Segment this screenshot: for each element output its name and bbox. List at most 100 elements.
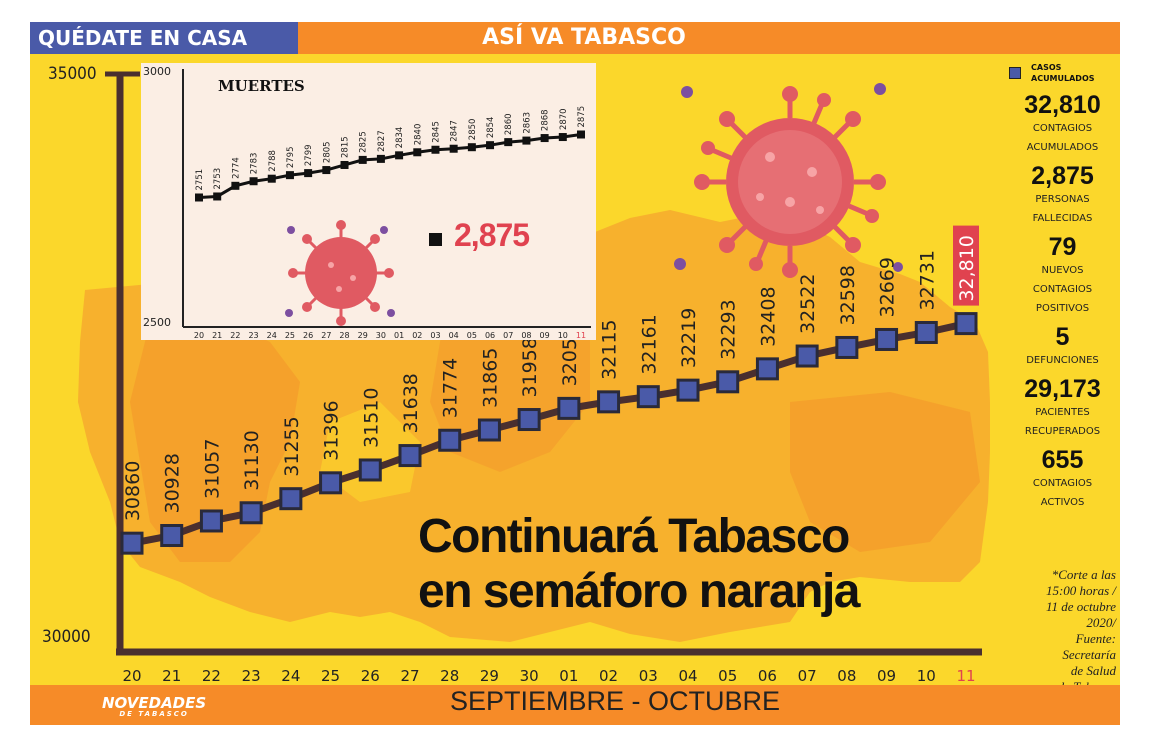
inset-data-point xyxy=(558,133,567,142)
inset-data-label: 2868 xyxy=(541,109,551,131)
inset-x-tick-label: 11 xyxy=(576,331,586,340)
inset-data-label: 2834 xyxy=(395,127,405,149)
data-label: 32057 xyxy=(559,326,581,386)
inset-data-label: 2774 xyxy=(231,157,241,179)
inset-data-label: 2825 xyxy=(359,131,369,153)
inset-x-tick-label: 08 xyxy=(521,331,531,340)
inset-data-point xyxy=(522,136,531,145)
x-tick-label: 06 xyxy=(758,667,777,685)
data-label: 32669 xyxy=(877,257,899,317)
inset-data-point xyxy=(231,181,240,190)
x-tick-label: 26 xyxy=(361,667,380,685)
inset-x-tick-label: 24 xyxy=(267,331,277,340)
brand-sub: DE TABASCO xyxy=(119,710,189,718)
inset-data-point xyxy=(540,134,549,143)
inset-data-point xyxy=(358,155,367,164)
stat-item: 655 CONTAGIOS ACTIVOS xyxy=(1005,447,1120,512)
inset-x-tick-label: 22 xyxy=(230,331,240,340)
headline-line-2: en semáforo naranja xyxy=(418,565,861,618)
inset-data-label: 2805 xyxy=(322,141,332,163)
inset-x-tick-label: 25 xyxy=(285,331,295,340)
inset-data-point xyxy=(285,171,294,180)
data-point xyxy=(160,524,184,548)
x-tick-label: 04 xyxy=(678,667,697,685)
virus-icon xyxy=(694,86,886,278)
inset-total: 2,875 xyxy=(454,217,530,253)
data-label: 31865 xyxy=(479,348,501,408)
inset-x-tick-label: 28 xyxy=(339,331,349,340)
data-label: 32293 xyxy=(718,299,740,359)
x-tick-label: 08 xyxy=(837,667,856,685)
stat-label: CONTAGIOS ACUMULADOS xyxy=(1026,123,1099,153)
inset-data-label: 2847 xyxy=(450,120,460,142)
x-tick-label: 11 xyxy=(956,667,975,685)
stat-label: NUEVOS CONTAGIOS POSITIVOS xyxy=(1032,265,1093,314)
x-tick-label: 03 xyxy=(639,667,658,685)
data-label: 31958 xyxy=(519,337,541,397)
x-tick-label: 20 xyxy=(122,667,141,685)
x-tick-label: 25 xyxy=(321,667,340,685)
data-point xyxy=(279,487,303,511)
inset-x-tick-label: 21 xyxy=(212,331,222,340)
deaths-inset: 2751 20 2753 21 2774 22 2783 23 2788 24 2795 25 2799… xyxy=(141,63,596,340)
inset-y-tick-max: 3000 xyxy=(143,65,171,78)
inset-data-point xyxy=(213,192,222,201)
infographic: QUÉDATE EN CASA ASÍ VA TABASCO 30860 20 30… xyxy=(30,22,1120,725)
inset-series-line xyxy=(198,133,582,199)
inset-data-point xyxy=(413,148,422,157)
stat-value: 655 xyxy=(1041,446,1084,474)
inset-small-virus-icon xyxy=(285,309,293,317)
series-line xyxy=(131,320,967,547)
inset-data-point xyxy=(486,141,495,150)
inset-data-label: 2795 xyxy=(286,146,296,168)
data-point xyxy=(199,509,223,533)
inset-x-tick-label: 30 xyxy=(376,331,386,340)
inset-data-point xyxy=(431,145,440,154)
inset-data-label: 2827 xyxy=(377,130,387,152)
source-note: *Corte a las 15:00 horas / 11 de octubre… xyxy=(1045,567,1116,694)
inset-x-tick-label: 26 xyxy=(303,331,313,340)
inset-virus-icon xyxy=(288,220,394,326)
x-tick-label: 24 xyxy=(281,667,300,685)
data-point xyxy=(597,390,621,414)
inset-data-label: 2870 xyxy=(559,108,569,130)
x-tick-label: 02 xyxy=(599,667,618,685)
stat-value: 79 xyxy=(1048,233,1077,261)
data-point xyxy=(319,471,343,495)
inset-x-tick-label: 02 xyxy=(412,331,422,340)
inset-data-label: 2753 xyxy=(213,168,223,190)
data-point xyxy=(914,320,938,344)
inset-x-tick-label: 07 xyxy=(503,331,513,340)
inset-data-label: 2788 xyxy=(268,150,278,172)
data-point xyxy=(875,327,899,351)
inset-small-virus-icon xyxy=(380,226,388,234)
x-tick-label: 09 xyxy=(877,667,896,685)
x-axis-label: SEPTIEMBRE - OCTUBRE xyxy=(450,686,781,716)
data-label: 31255 xyxy=(281,416,303,476)
inset-x-tick-label: 03 xyxy=(430,331,440,340)
data-point xyxy=(477,418,501,442)
stat-item: 29,173 PACIENTES RECUPERADOS xyxy=(1005,376,1120,441)
x-tick-label: 05 xyxy=(718,667,737,685)
stat-label: CONTAGIOS ACTIVOS xyxy=(1032,478,1093,508)
x-tick-label: 23 xyxy=(242,667,261,685)
data-point xyxy=(438,428,462,452)
inset-data-point xyxy=(449,144,458,153)
data-point xyxy=(636,385,660,409)
data-label: 30928 xyxy=(162,453,184,513)
data-point xyxy=(795,344,819,368)
inset-x-tick-label: 27 xyxy=(321,331,331,340)
inset-data-label: 2860 xyxy=(504,113,514,135)
deaths-chart: 2751 20 2753 21 2774 22 2783 23 2788 24 2795 25 2799… xyxy=(182,69,591,340)
header-right-title: ASÍ VA TABASCO xyxy=(298,22,1120,54)
inset-x-tick-label: 06 xyxy=(485,331,495,340)
y-tick-min: 30000 xyxy=(42,627,91,647)
x-tick-label: 21 xyxy=(162,667,181,685)
data-point xyxy=(755,357,779,381)
inset-x-tick-label: 10 xyxy=(558,331,568,340)
data-label: 32115 xyxy=(599,319,621,379)
y-tick-max: 35000 xyxy=(48,64,97,84)
inset-data-point xyxy=(395,151,404,160)
inset-data-label: 2799 xyxy=(304,144,314,166)
data-label: 32522 xyxy=(797,274,819,334)
